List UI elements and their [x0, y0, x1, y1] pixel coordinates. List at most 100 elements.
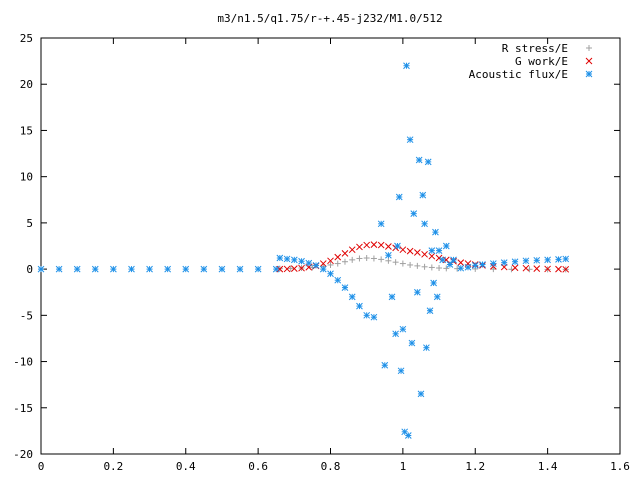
- data-point: [511, 264, 519, 272]
- x-tick-label: 0.2: [103, 460, 123, 473]
- data-point: [236, 265, 244, 273]
- data-point: [334, 253, 342, 261]
- data-point: [423, 344, 430, 352]
- data-point: [334, 276, 342, 284]
- data-point: [283, 255, 291, 263]
- x-tick-label: 0.8: [321, 460, 341, 473]
- data-point: [430, 279, 437, 287]
- data-point: [327, 261, 334, 268]
- data-point: [385, 251, 392, 259]
- data-point: [490, 266, 497, 273]
- legend-marker: [586, 45, 592, 51]
- data-point: [399, 260, 406, 267]
- data-point: [128, 265, 135, 273]
- data-point: [464, 263, 472, 271]
- data-point: [290, 256, 298, 264]
- data-point: [287, 265, 294, 272]
- data-point: [312, 262, 320, 269]
- data-point: [500, 259, 508, 266]
- data-point: [298, 264, 305, 272]
- data-point: [341, 250, 349, 257]
- x-tick-label: 0: [38, 460, 45, 473]
- legend-label: R stress/E: [502, 42, 568, 55]
- data-point: [410, 210, 418, 217]
- data-point: [408, 339, 416, 347]
- data-point: [385, 257, 392, 264]
- axis-ticks: 0 0.2 0.4 0.6 0.8 1 1.2 1.4 1.6 -20 -15 -10 -5 0 5 10 15…: [13, 32, 630, 473]
- x-tick-label: 1.2: [465, 460, 485, 473]
- data-point: [363, 241, 371, 249]
- data-point: [327, 270, 334, 278]
- data-point: [562, 265, 570, 273]
- data-point: [522, 264, 530, 272]
- data-point: [290, 265, 298, 273]
- data-point: [276, 254, 284, 262]
- data-point: [533, 265, 541, 273]
- data-point: [436, 265, 443, 272]
- data-point: [319, 260, 327, 267]
- data-point: [479, 261, 486, 268]
- data-point: [424, 158, 432, 166]
- data-point: [356, 302, 363, 310]
- data-point: [522, 257, 530, 265]
- data-point: [421, 250, 428, 258]
- data-point: [417, 390, 425, 398]
- y-tick-label: -15: [13, 402, 33, 415]
- data-point: [394, 242, 401, 250]
- data-point: [363, 311, 371, 319]
- x-tick-label: 1.6: [610, 460, 630, 473]
- data-point: [392, 259, 399, 266]
- chart-title: m3/n1.5/q1.75/r-+.45-j232/M1.0/512: [217, 12, 442, 25]
- data-point: [164, 265, 172, 273]
- data-point: [370, 241, 378, 248]
- y-tick-label: 15: [20, 124, 33, 137]
- data-point: [555, 256, 562, 263]
- data-point: [450, 256, 457, 264]
- data-point: [413, 288, 421, 296]
- data-point: [377, 241, 385, 249]
- legend-marker: [585, 57, 593, 65]
- data-point: [146, 265, 153, 273]
- data-point: [73, 265, 81, 273]
- y-tick-label: -5: [20, 309, 33, 322]
- legend-label: Acoustic flux/E: [469, 68, 568, 81]
- legend-label: G work/E: [515, 55, 568, 68]
- legend-marker: [585, 70, 593, 78]
- data-point: [442, 242, 450, 250]
- data-point: [298, 257, 305, 265]
- y-tick-label: 0: [26, 263, 33, 276]
- data-point: [435, 247, 443, 254]
- data-point: [370, 313, 378, 321]
- data-point: [413, 249, 421, 256]
- y-tick-label: 10: [20, 171, 33, 184]
- data-point: [428, 247, 436, 254]
- data-point: [397, 367, 405, 375]
- data-point: [182, 265, 190, 273]
- data-point: [349, 256, 356, 263]
- data-point: [406, 136, 414, 144]
- data-point: [392, 330, 399, 338]
- data-point: [254, 265, 262, 273]
- data-point: [55, 265, 63, 273]
- data-point: [385, 243, 392, 250]
- data-point: [562, 255, 570, 263]
- data-point: [419, 191, 427, 199]
- data-point: [407, 261, 414, 268]
- data-point: [305, 259, 313, 267]
- y-tick-label: 20: [20, 78, 33, 91]
- data-point: [421, 263, 428, 270]
- data-point: [404, 432, 412, 439]
- y-tick-label: -10: [13, 356, 33, 369]
- data-point: [555, 265, 562, 273]
- data-point: [428, 264, 435, 271]
- data-point: [341, 258, 348, 265]
- data-point: [511, 258, 519, 266]
- data-marks: [37, 62, 570, 439]
- data-point: [334, 260, 341, 267]
- y-tick-label: 25: [20, 32, 33, 45]
- data-point: [378, 256, 385, 263]
- data-point: [544, 256, 551, 264]
- data-point: [399, 246, 407, 254]
